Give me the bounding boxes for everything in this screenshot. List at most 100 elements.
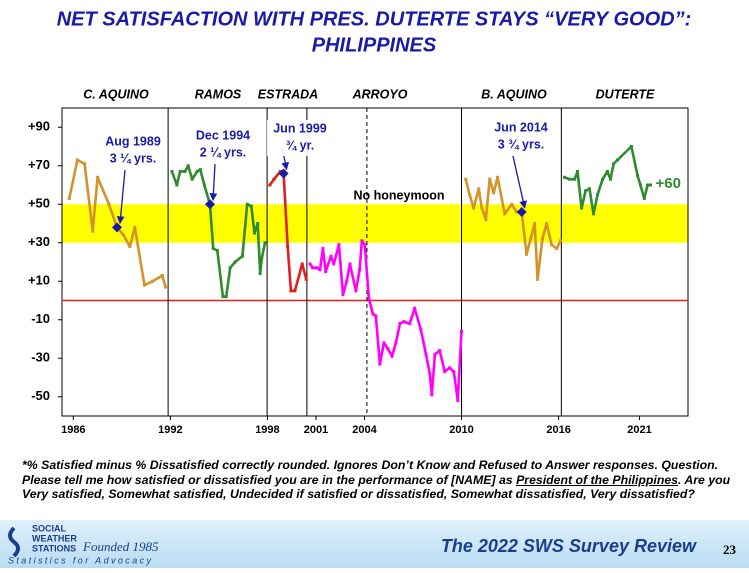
- point: [258, 272, 262, 276]
- point: [175, 183, 179, 187]
- point: [233, 260, 237, 264]
- point: [573, 177, 577, 181]
- point: [464, 177, 468, 181]
- diamond: [111, 222, 122, 233]
- point: [555, 247, 559, 251]
- question-underlined: President of the Philippines: [516, 472, 679, 487]
- point: [448, 366, 452, 370]
- y-tick-label: -50: [31, 388, 50, 403]
- annotation-text: Aug 1989: [105, 134, 161, 148]
- annotation-bg: [190, 127, 256, 163]
- point: [348, 262, 352, 266]
- point: [568, 177, 572, 181]
- band: [62, 204, 688, 243]
- point: [195, 170, 199, 174]
- administration-label: C. AQUINO: [83, 87, 149, 101]
- point: [170, 170, 174, 174]
- point: [160, 273, 164, 277]
- point: [642, 196, 646, 200]
- annotation-arrow: [209, 163, 218, 202]
- x-tick-label: 2004: [352, 424, 377, 436]
- annotation-sub: ¾ yr.: [286, 138, 315, 152]
- point: [211, 247, 215, 251]
- point: [460, 329, 464, 333]
- point: [345, 279, 349, 283]
- point: [286, 245, 290, 249]
- point: [419, 327, 423, 331]
- administration-label: DUTERTE: [596, 87, 655, 101]
- annotation-sub: 2 ¼ yrs.: [200, 145, 247, 159]
- annotation-bg: [267, 120, 333, 156]
- point: [496, 175, 500, 179]
- point: [215, 248, 219, 252]
- point: [438, 349, 442, 353]
- point: [545, 222, 549, 225]
- point: [304, 277, 308, 281]
- point: [190, 177, 194, 181]
- point: [382, 341, 386, 345]
- question-text: . Are you Very satisfied, Somewhat satis…: [22, 472, 731, 502]
- point: [540, 237, 544, 241]
- point: [91, 229, 95, 233]
- point: [245, 202, 249, 206]
- question-text: Please tell me how satisfied or dissatis…: [22, 472, 513, 487]
- tagline: Statistics for Advocacy: [8, 555, 153, 565]
- point: [142, 283, 146, 287]
- point: [128, 245, 132, 249]
- point: [638, 183, 642, 187]
- point: [260, 256, 264, 260]
- point: [525, 252, 529, 256]
- page-number: 23: [723, 542, 737, 557]
- point: [293, 289, 297, 293]
- logo-text: STATIONS: [32, 543, 76, 553]
- x-tick-label: 1986: [61, 424, 85, 436]
- point: [580, 206, 584, 210]
- annotation-arrow: [116, 169, 126, 225]
- y-tick-label: +30: [28, 234, 50, 249]
- point: [592, 212, 596, 216]
- chart-title: PHILIPPINES: [312, 34, 437, 56]
- point: [428, 372, 432, 376]
- point: [268, 183, 272, 187]
- value-label: +60: [655, 175, 680, 192]
- annotation-bg: [488, 119, 554, 155]
- point: [252, 231, 256, 235]
- point: [378, 362, 382, 366]
- annotation-text: Dec 1994: [196, 128, 250, 142]
- point: [636, 173, 640, 177]
- point: [318, 268, 322, 272]
- point: [612, 162, 616, 166]
- annotation-text: Jun 2014: [494, 120, 548, 134]
- question-label: Question.: [661, 458, 719, 472]
- point: [477, 187, 481, 191]
- annotation-sub: 3 ¼ yrs.: [110, 151, 157, 165]
- point: [321, 247, 325, 251]
- series-line: [464, 176, 562, 281]
- y-tick-label: +50: [28, 196, 50, 211]
- logo-text: WEATHER: [32, 533, 77, 543]
- x-tick-label: 2021: [627, 424, 651, 436]
- point: [329, 254, 333, 258]
- y-tick-label: +90: [28, 119, 50, 134]
- point: [390, 354, 394, 358]
- founded: Founded 1985: [82, 539, 159, 554]
- point: [358, 268, 362, 272]
- point: [601, 177, 605, 181]
- footnote: *% Satisfied minus % Dissatisfied correc…: [22, 458, 738, 502]
- point: [488, 177, 492, 181]
- point: [289, 289, 293, 293]
- point: [576, 170, 580, 174]
- plot-frame: [61, 107, 689, 417]
- administration-label: B. AQUINO: [481, 87, 547, 101]
- administration-label: RAMOS: [195, 87, 242, 101]
- point: [256, 222, 260, 225]
- point: [515, 210, 519, 214]
- point: [332, 262, 336, 266]
- diamond: [278, 168, 289, 179]
- point: [559, 239, 563, 243]
- point: [529, 237, 533, 241]
- point: [75, 158, 79, 162]
- administration-label: ARROYO: [352, 87, 408, 101]
- point: [484, 218, 488, 222]
- point: [240, 254, 244, 258]
